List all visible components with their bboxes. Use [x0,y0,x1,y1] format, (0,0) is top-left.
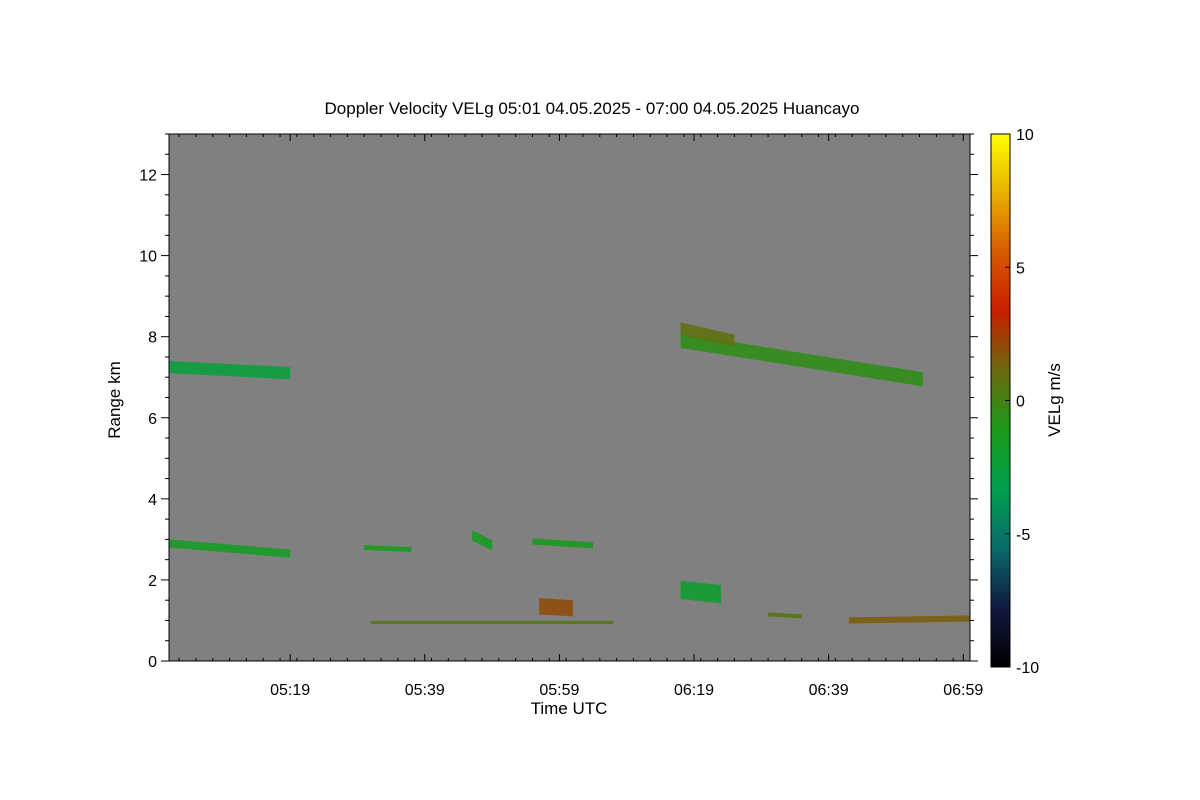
echo-layer [169,322,970,625]
y-tick-label: 2 [148,573,157,590]
chart-title: Doppler Velocity VELg 05:01 04.05.2025 -… [325,99,860,118]
echo-layer-3km-b [364,545,412,552]
x-tick-label: 05:59 [539,682,579,699]
echo-layer-7-8km-late [680,333,923,387]
echo-layer-3km-a [169,539,291,558]
echo-cell-1.3km-0558 [539,598,573,617]
x-tick-label: 05:19 [270,682,310,699]
colorbar-tick-label: 5 [1016,260,1025,277]
colorbar-label: VELg m/s [1045,363,1064,437]
y-tick-label: 4 [148,492,157,509]
x-tick-label: 06:59 [943,682,983,699]
y-tick-label: 8 [148,330,157,347]
echo-low-layer-1km-b [768,612,802,619]
colorbar-axis: 10 5 0 -5 -10 [1005,127,1039,677]
y-tick-label: 6 [148,411,157,428]
x-tick-label: 06:19 [674,682,714,699]
echo-cell-1.7km-0617 [680,580,721,604]
echo-layer-3km-c [471,530,493,551]
y-tick-label: 10 [139,249,157,266]
y-tick-label: 12 [139,168,157,185]
colorbar-tick-label: -5 [1016,527,1030,544]
x-axis: 05:19 05:39 05:59 06:19 06:39 06:59 [178,134,983,699]
x-tick-label: 06:39 [809,682,849,699]
y-axis-label: Range km [105,361,124,438]
colorbar-tick-label: 10 [1016,127,1034,144]
colorbar-tick-label: 0 [1016,394,1025,411]
echo-layer-7km-early [169,361,291,380]
echo-layer-3km-d [532,538,594,549]
echo-low-layer-1km-a [370,620,614,625]
echo-layer-8km-onset [680,322,735,347]
plot-background [169,134,970,661]
x-tick-label: 05:39 [405,682,445,699]
colorbar-tick-label: -10 [1016,660,1039,677]
y-axis: 0 2 4 6 8 10 12 [139,133,978,671]
echo-low-layer-1km-c [848,615,970,624]
x-axis-label: Time UTC [531,699,608,718]
y-tick-label: 0 [148,654,157,671]
